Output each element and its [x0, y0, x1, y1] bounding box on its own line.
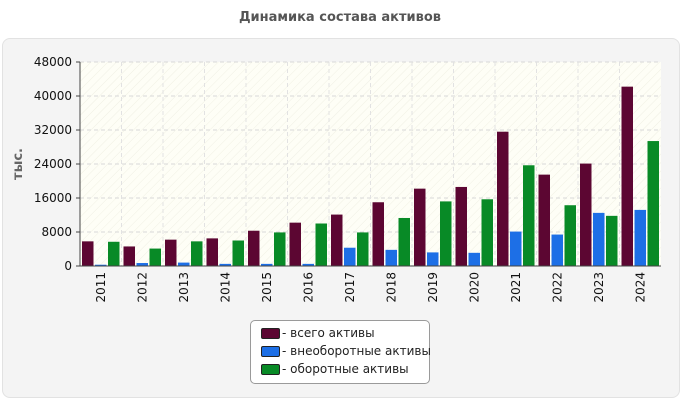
bar-2017-series-2: [357, 232, 369, 266]
bar-2011-series-1: [95, 264, 107, 266]
bar-2011-series-2: [108, 241, 120, 266]
y-tick-label: 40000: [34, 89, 72, 103]
x-tick-label: 2022: [550, 272, 564, 303]
bar-2015-series-0: [248, 230, 260, 266]
bar-2013-series-0: [165, 239, 177, 266]
x-tick-label: 2024: [633, 272, 647, 303]
legend-swatch-noncurrent: [261, 345, 280, 357]
bar-2018-series-2: [398, 217, 410, 266]
bar-2021-series-0: [497, 131, 509, 266]
bar-2016-series-1: [302, 263, 314, 266]
bar-2016-series-2: [315, 223, 327, 266]
legend-swatch-current: [261, 363, 280, 375]
bar-2020-series-2: [481, 199, 493, 266]
y-tick-label: 24000: [34, 157, 72, 171]
x-tick-label: 2019: [426, 272, 440, 303]
legend-label-current: - оборотные активы: [282, 362, 409, 376]
legend-swatch-total: [261, 327, 280, 339]
bar-2022-series-2: [564, 205, 576, 266]
x-tick-label: 2020: [467, 272, 481, 303]
bar-2023-series-2: [606, 215, 618, 266]
legend-label-total: - всего активы: [282, 326, 375, 340]
bar-2013-series-2: [191, 241, 203, 266]
bar-2024-series-2: [647, 141, 659, 266]
legend-item-total: - всего активы: [261, 326, 375, 340]
x-tick-label: 2012: [135, 272, 149, 303]
bar-2022-series-0: [538, 174, 550, 266]
bar-2012-series-0: [123, 246, 135, 266]
bar-2024-series-0: [621, 86, 633, 267]
bar-2018-series-1: [385, 249, 397, 266]
bar-2012-series-1: [136, 263, 148, 266]
x-tick-label: 2016: [301, 272, 315, 303]
bar-2015-series-2: [274, 232, 286, 266]
legend: - всего активы - внеоборотные активы - о…: [250, 320, 431, 384]
y-tick-label: 48000: [34, 55, 72, 69]
x-tick-label: 2023: [592, 272, 606, 303]
bar-2020-series-1: [468, 252, 480, 266]
bar-2015-series-1: [261, 263, 273, 266]
legend-item-current: - оборотные активы: [261, 362, 409, 376]
bar-2012-series-2: [149, 248, 161, 266]
y-tick-label: 32000: [34, 123, 72, 137]
x-tick-label: 2013: [177, 272, 191, 303]
bar-2024-series-1: [634, 209, 646, 266]
y-tick-label: 0: [64, 259, 72, 273]
y-axis-label: тыс.: [11, 148, 26, 180]
x-tick-label: 2021: [509, 272, 523, 303]
bar-2018-series-0: [372, 202, 384, 266]
legend-label-noncurrent: - внеоборотные активы: [282, 344, 431, 358]
x-tick-label: 2014: [218, 272, 232, 303]
bar-2023-series-0: [580, 163, 592, 266]
y-tick-label: 8000: [41, 225, 72, 239]
bar-2023-series-1: [593, 212, 605, 266]
x-tick-label: 2017: [343, 272, 357, 303]
bar-2014-series-2: [232, 240, 244, 266]
bar-2017-series-1: [344, 247, 356, 266]
bar-2020-series-0: [455, 186, 467, 266]
bar-2014-series-0: [206, 238, 218, 266]
bar-2014-series-1: [219, 263, 231, 266]
x-tick-label: 2011: [94, 272, 108, 303]
bar-2017-series-0: [331, 214, 343, 266]
bar-2019-series-1: [427, 252, 439, 266]
bar-2016-series-0: [289, 222, 301, 266]
bar-2013-series-1: [178, 262, 190, 266]
bar-2019-series-2: [440, 201, 452, 266]
bar-2019-series-0: [414, 188, 426, 266]
legend-item-noncurrent: - внеоборотные активы: [261, 344, 431, 358]
y-tick-label: 16000: [34, 191, 72, 205]
bar-2021-series-2: [523, 165, 535, 266]
chart-title: Динамика состава активов: [238, 10, 442, 25]
x-tick-label: 2018: [384, 272, 398, 303]
bar-2011-series-0: [82, 241, 94, 266]
bar-2021-series-1: [510, 231, 522, 266]
x-tick-label: 2015: [260, 272, 274, 303]
bar-2022-series-1: [551, 234, 563, 266]
